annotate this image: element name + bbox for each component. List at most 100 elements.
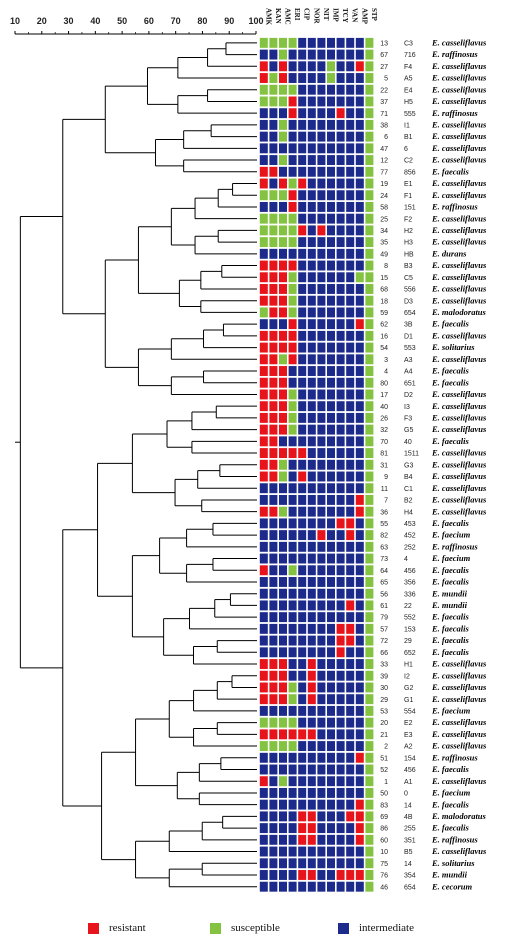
heatmap-cell	[279, 84, 287, 95]
heatmap-cell	[279, 659, 287, 669]
heatmap-cell	[336, 307, 345, 318]
heatmap-cell	[365, 553, 374, 564]
heatmap-cell	[365, 799, 374, 810]
heatmap-cell	[346, 354, 355, 365]
heatmap-cell	[327, 705, 335, 716]
heatmap-cell	[288, 143, 297, 154]
heatmap-cell	[298, 799, 307, 810]
isolate-code: E3	[404, 732, 413, 739]
heatmap-cell	[298, 623, 307, 634]
isolate-code: H3	[404, 240, 413, 247]
heatmap-cell	[288, 119, 297, 130]
heatmap-cell	[259, 787, 268, 798]
heatmap-cell	[346, 577, 355, 587]
heatmap-cell	[259, 37, 268, 48]
heatmap-cell	[355, 260, 364, 271]
heatmap-cell	[317, 752, 326, 763]
heatmap-cell	[279, 190, 287, 201]
isolate-number: 35	[380, 240, 388, 247]
heatmap-cell	[346, 846, 355, 857]
heatmap-cell	[346, 155, 355, 166]
isolate-species: E. casseliflavus	[431, 284, 487, 294]
isolate-species: E. casseliflavus	[431, 401, 487, 411]
heatmap-cell	[288, 881, 297, 892]
heatmap-cell	[365, 108, 374, 119]
heatmap-cell	[259, 858, 268, 869]
heatmap-cell	[336, 225, 345, 236]
antibiotic-label: AMK	[264, 8, 272, 26]
isolate-species: E. raffinosus	[431, 49, 478, 59]
heatmap-cell	[298, 73, 307, 83]
isolate-code: 553	[404, 345, 416, 352]
isolate-number: 83	[380, 802, 388, 809]
heatmap-cell	[279, 787, 287, 798]
heatmap-cell	[298, 178, 307, 189]
heatmap-cell	[288, 741, 297, 752]
heatmap-cell	[298, 84, 307, 95]
heatmap-cell	[307, 659, 316, 669]
isolate-code: 456	[404, 568, 416, 575]
isolate-number: 46	[380, 884, 388, 891]
heatmap-cell	[336, 73, 345, 83]
heatmap-cell	[327, 459, 335, 470]
heatmap-cell	[279, 741, 287, 752]
heatmap-cell	[307, 553, 316, 564]
heatmap-cell	[336, 483, 345, 494]
heatmap-cell	[317, 471, 326, 482]
heatmap-cell	[298, 354, 307, 365]
heatmap-cell	[346, 73, 355, 83]
heatmap-cell	[317, 342, 326, 353]
isolate-code: 151	[404, 205, 416, 212]
isolate-number: 22	[380, 87, 388, 94]
isolate-species: E. faecalis	[431, 623, 470, 633]
heatmap-cell	[336, 436, 345, 447]
heatmap-cell	[355, 377, 364, 388]
heatmap-cell	[346, 377, 355, 388]
heatmap-cell	[307, 741, 316, 752]
heatmap-cell	[365, 577, 374, 587]
heatmap-cell	[317, 237, 326, 248]
heatmap-cell	[279, 530, 287, 541]
heatmap-cell	[327, 49, 335, 60]
heatmap-cell	[259, 342, 268, 353]
heatmap-cell	[317, 284, 326, 294]
heatmap-cell	[269, 330, 278, 341]
heatmap-cell	[317, 541, 326, 552]
heatmap-cell	[288, 225, 297, 236]
heatmap-cell	[355, 225, 364, 236]
heatmap-cell	[355, 541, 364, 552]
heatmap-cell	[317, 647, 326, 658]
heatmap-cell	[336, 401, 345, 412]
heatmap-cell	[307, 225, 316, 236]
heatmap-cell	[346, 131, 355, 142]
heatmap-cell	[307, 84, 316, 95]
heatmap-cell	[288, 623, 297, 634]
heatmap-cell	[279, 483, 287, 494]
isolate-code: 255	[404, 826, 416, 833]
heatmap-cell	[279, 459, 287, 470]
heatmap-cell	[279, 295, 287, 306]
scale-tick-label: 80	[197, 16, 207, 26]
heatmap-cell	[269, 600, 278, 611]
isolate-code: 356	[404, 580, 416, 587]
isolate-number: 17	[380, 392, 388, 399]
heatmap-cell	[279, 119, 287, 130]
heatmap-cell	[259, 612, 268, 623]
heatmap-cell	[346, 670, 355, 681]
heatmap-cell	[317, 377, 326, 388]
heatmap-cell	[336, 659, 345, 669]
heatmap-cell	[355, 635, 364, 646]
heatmap-cell	[317, 225, 326, 236]
heatmap-cell	[298, 553, 307, 564]
heatmap-cell	[355, 436, 364, 447]
legend-label-intermediate: intermediate	[359, 922, 414, 934]
heatmap-cell	[317, 190, 326, 201]
heatmap-cell	[259, 73, 268, 83]
heatmap-cell	[279, 729, 287, 740]
heatmap-cell	[365, 284, 374, 294]
heatmap-cell	[307, 577, 316, 587]
heatmap-cell	[288, 155, 297, 166]
heatmap-cell	[269, 37, 278, 48]
heatmap-cell	[279, 284, 287, 294]
heatmap-cell	[269, 752, 278, 763]
